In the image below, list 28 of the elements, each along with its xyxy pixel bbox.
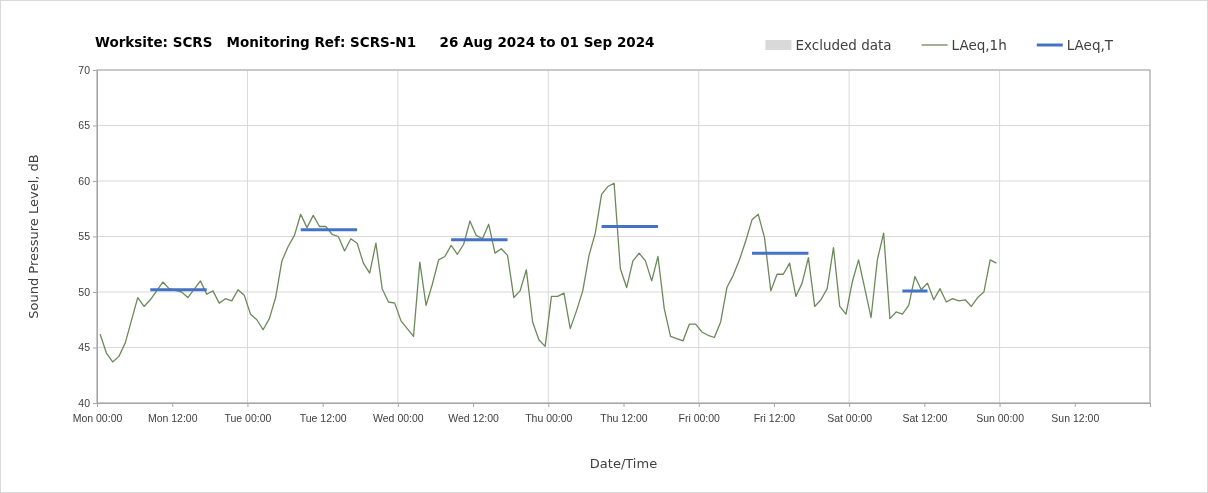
x-tick-label: Fri 00:00 bbox=[678, 411, 721, 424]
legend-label: Excluded data bbox=[795, 37, 892, 53]
x-tick-label: Fri 12:00 bbox=[753, 411, 796, 424]
legend-label: LAeq,T bbox=[1066, 37, 1114, 53]
y-tick-label: 65 bbox=[78, 119, 91, 132]
x-tick-label: Wed 00:00 bbox=[373, 411, 424, 424]
y-tick-label: 60 bbox=[78, 174, 91, 187]
y-tick-label: 50 bbox=[78, 285, 91, 298]
x-tick-label: Thu 00:00 bbox=[525, 411, 573, 424]
x-tick-label: Tue 12:00 bbox=[299, 411, 347, 424]
y-tick-label: 40 bbox=[78, 396, 91, 409]
x-tick-label: Thu 12:00 bbox=[600, 411, 648, 424]
x-tick-label: Wed 12:00 bbox=[448, 411, 500, 424]
line-series bbox=[99, 182, 998, 363]
x-tick-label: Sun 00:00 bbox=[976, 411, 1025, 424]
x-tick-label: Tue 00:00 bbox=[224, 411, 272, 424]
legend-label: LAeq,1h bbox=[951, 37, 1007, 53]
chart-title: Worksite: SCRS Monitoring Ref: SCRS-N1 26 Aug 2024 to 01 Sep 2024 bbox=[95, 34, 655, 50]
x-tick-label: Sat 00:00 bbox=[827, 411, 873, 424]
y-tick-label: 55 bbox=[78, 230, 91, 243]
y-tick-label: 45 bbox=[78, 341, 91, 354]
y-axis-title: Sound Pressure Level, dB bbox=[26, 154, 41, 319]
x-tick-label: Mon 12:00 bbox=[147, 411, 198, 424]
x-tick-label: Mon 00:00 bbox=[72, 411, 123, 424]
x-tick-label: Sat 12:00 bbox=[902, 411, 948, 424]
x-tick-label: Sun 12:00 bbox=[1051, 411, 1100, 424]
y-tick-label: 70 bbox=[78, 63, 91, 76]
x-axis-title: Date/Time bbox=[589, 456, 658, 471]
